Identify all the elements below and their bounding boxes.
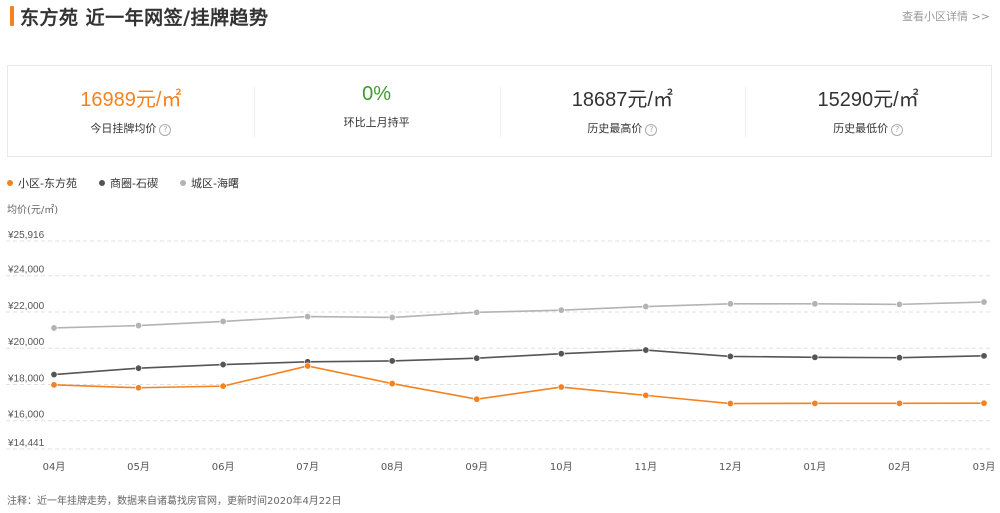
data-point-district (980, 352, 988, 360)
stat-label-text: 今日挂牌均价 (90, 122, 157, 135)
stat-label: 历史最低价? (745, 120, 991, 136)
y-tick-label: ¥24,000 (7, 265, 45, 276)
data-point-community (980, 399, 988, 407)
x-tick-label: 06月 (212, 461, 235, 473)
data-point-community (895, 399, 903, 407)
legend-item-district[interactable]: 商圈-石碶 (98, 175, 158, 191)
footnote: 注释：近一年挂牌走势，数据来自诸葛找房官网，更新时间2020年4月22日 (7, 496, 342, 507)
data-point-city (557, 306, 565, 314)
stat-label: 历史最高价? (500, 120, 746, 136)
y-tick-label: ¥22,000 (7, 301, 45, 312)
data-point-community (388, 380, 396, 388)
data-point-district (726, 352, 734, 360)
x-tick-label: 05月 (127, 461, 150, 473)
y-tick-label: ¥16,000 (7, 410, 45, 421)
x-tick-label: 07月 (296, 461, 319, 473)
data-point-district (811, 353, 819, 361)
data-point-district (219, 361, 227, 369)
data-point-city (388, 313, 396, 321)
help-icon[interactable]: ? (159, 124, 172, 136)
data-point-district (473, 354, 481, 362)
legend-dot (7, 180, 13, 186)
x-tick-label: 04月 (43, 461, 66, 473)
data-point-community (304, 362, 312, 370)
data-point-city (304, 313, 312, 321)
data-point-city (642, 303, 650, 311)
x-tick-label: 11月 (634, 461, 657, 473)
data-point-district (388, 357, 396, 365)
stat-today-listing-price: 16989元/㎡ 今日挂牌均价? (8, 81, 254, 141)
data-point-city (980, 298, 988, 306)
data-point-city (473, 308, 481, 316)
legend-label: 城区-海曙 (190, 177, 239, 190)
legend-label: 商圈-石碶 (109, 177, 158, 190)
data-point-community (811, 399, 819, 407)
stat-label-text: 历史最高价 (587, 122, 643, 135)
x-tick-label: 12月 (719, 461, 742, 473)
price-stats-panel: 16989元/㎡ 今日挂牌均价? 0% 环比上月持平 18687元/㎡ 历史最高… (7, 65, 992, 157)
data-point-city (135, 322, 143, 330)
x-tick-label: 09月 (465, 461, 488, 473)
series-line-district (53, 349, 985, 376)
stat-value: 16989元/㎡ (80, 89, 182, 111)
stat-label-text: 历史最低价 (833, 122, 889, 135)
series-line-community (53, 365, 985, 405)
data-point-community (473, 395, 481, 403)
legend-item-community[interactable]: 小区-东方苑 (7, 175, 77, 191)
data-point-city (50, 324, 58, 332)
y-axis-label: 均价(元/㎡) (7, 205, 59, 216)
y-tick-label: ¥20,000 (7, 337, 45, 348)
legend-label: 小区-东方苑 (18, 177, 77, 190)
legend-dot (179, 180, 186, 186)
stat-historical-high: 18687元/㎡ 历史最高价? (499, 81, 746, 141)
help-icon[interactable]: ? (891, 124, 904, 136)
data-point-community (642, 391, 650, 399)
price-trend-chart: ¥14,441 ¥16,000 ¥18,000 ¥20,000 ¥22,000 ¥24,0… (6, 230, 996, 473)
y-tick-label: ¥18,000 (7, 373, 45, 384)
y-tick-label: ¥25,916 (7, 230, 45, 241)
data-point-city (811, 300, 819, 308)
data-point-community (219, 382, 227, 390)
data-point-city (726, 300, 734, 308)
title-accent-bar (10, 6, 14, 26)
stat-value: 0% (362, 83, 392, 105)
view-community-details-link[interactable]: 查看小区详情 >> (902, 10, 990, 23)
help-icon[interactable]: ? (645, 124, 658, 136)
data-point-city (895, 300, 903, 308)
data-point-community (50, 381, 58, 389)
data-point-district (50, 371, 58, 379)
x-tick-label: 03月 (973, 461, 996, 473)
stat-label: 环比上月持平 (343, 116, 410, 129)
data-point-city (219, 317, 227, 325)
data-point-district (895, 354, 903, 362)
x-tick-label: 01月 (804, 461, 827, 473)
page-title: 东方苑 近一年网签/挂牌趋势 (20, 7, 269, 29)
stat-label: 今日挂牌均价? (8, 120, 254, 136)
series-line-city (53, 301, 985, 329)
stat-value: 18687元/㎡ (571, 89, 673, 111)
stat-value: 15290元/㎡ (817, 89, 919, 111)
stat-historical-low: 15290元/㎡ 历史最低价? (745, 81, 991, 141)
stat-month-over-month: 0% 环比上月持平 (253, 81, 500, 141)
data-point-district (642, 346, 650, 354)
chart-legend: 小区-东方苑 商圈-石碶 城区-海曙 (7, 175, 239, 191)
y-tick-label: ¥14,441 (7, 438, 45, 449)
x-tick-label: 02月 (888, 461, 911, 473)
data-point-community (726, 400, 734, 408)
legend-dot (98, 180, 105, 186)
data-point-community (557, 383, 565, 391)
x-tick-label: 08月 (381, 461, 404, 473)
data-point-district (135, 364, 143, 372)
legend-item-city[interactable]: 城区-海曙 (179, 175, 239, 191)
x-tick-label: 10月 (550, 461, 573, 473)
data-point-community (135, 384, 143, 392)
data-point-district (557, 350, 565, 358)
